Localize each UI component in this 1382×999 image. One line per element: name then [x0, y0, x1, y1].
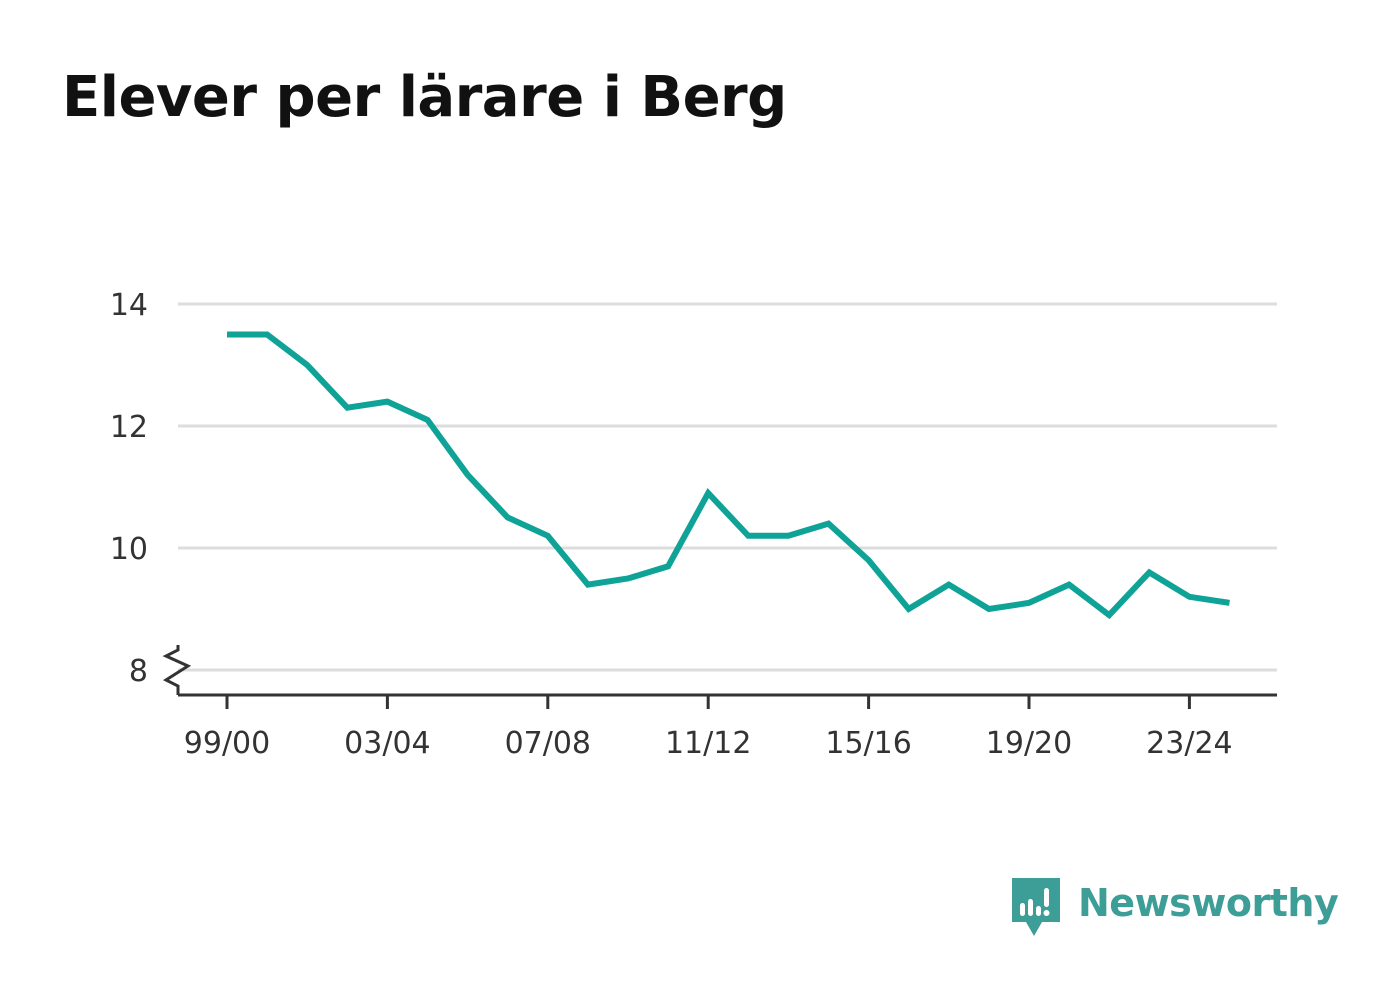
- y-tick-label: 12: [110, 410, 148, 445]
- x-tick-label: 23/24: [1146, 726, 1232, 761]
- chart-title: Elever per lärare i Berg: [62, 65, 787, 130]
- y-tick-label: 10: [110, 532, 148, 567]
- series-lines: [227, 331, 1230, 620]
- gridlines: [178, 302, 1277, 672]
- series-line-0: [227, 331, 1230, 620]
- x-tick-label: 07/08: [505, 726, 591, 761]
- x-tick-label: 03/04: [344, 726, 430, 761]
- bar-chart-speech-bubble-icon: [1012, 878, 1060, 936]
- y-tick-label: 8: [129, 654, 148, 689]
- x-tick-label: 99/00: [184, 726, 270, 761]
- x-tick-label: 15/16: [825, 726, 911, 761]
- x-tick-label: 11/12: [665, 726, 751, 761]
- y-tick-label: 14: [110, 288, 148, 323]
- x-axis: [162, 645, 1277, 709]
- y-axis-labels: 8 10 12 14: [110, 288, 148, 689]
- brand-logo: Newsworthy: [1012, 878, 1339, 940]
- x-axis-labels: 99/00 03/04 07/08 11/12 15/16 19/20 23/24: [184, 726, 1233, 761]
- x-tick-label: 19/20: [986, 726, 1072, 761]
- brand-name: Newsworthy: [1078, 881, 1339, 925]
- axis-break-icon: [162, 645, 192, 695]
